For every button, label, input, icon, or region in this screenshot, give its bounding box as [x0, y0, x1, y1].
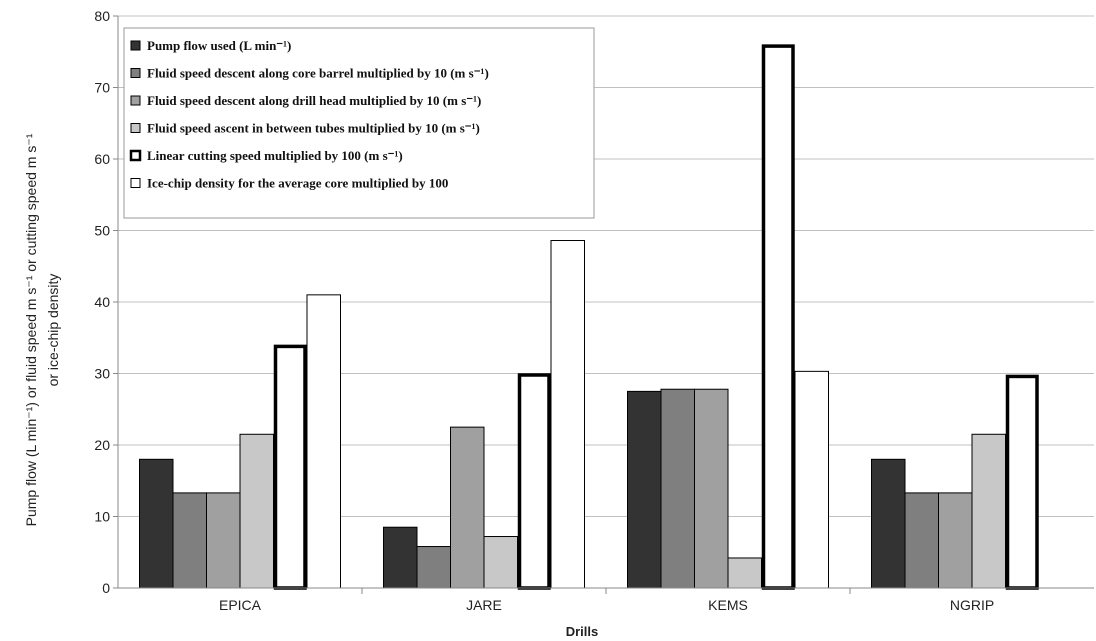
- bar: [550, 240, 585, 589]
- bar: [904, 492, 939, 589]
- bar: [383, 526, 418, 589]
- bar: [416, 546, 451, 589]
- y-tick-label: 40: [94, 294, 110, 310]
- legend-swatch: [130, 40, 141, 51]
- bar: [517, 373, 551, 590]
- legend-label: Ice-chip density for the average core mu…: [147, 176, 448, 191]
- legend-label: Pump flow used (L min⁻¹): [147, 38, 291, 53]
- bar: [971, 433, 1006, 589]
- bar: [450, 426, 485, 589]
- legend-swatch: [129, 149, 142, 162]
- legend-swatch: [130, 123, 141, 133]
- bar: [727, 557, 762, 589]
- bar: [206, 492, 241, 589]
- x-category-labels: EPICA JARE KEMS NGRIP: [219, 588, 994, 613]
- y-tick-labels: 0 10 20 30 40 50 60 70 80: [94, 8, 118, 596]
- y-tick-label: 80: [94, 8, 110, 24]
- x-category-label: EPICA: [219, 597, 262, 613]
- legend-swatch: [130, 95, 141, 106]
- bar: [660, 388, 695, 589]
- bar: [172, 492, 207, 589]
- bar: [627, 390, 662, 589]
- bar: [139, 458, 174, 589]
- bar: [694, 388, 729, 589]
- legend: Pump flow used (L min⁻¹) Fluid speed desc…: [123, 27, 595, 219]
- x-axis-title: Drills: [566, 624, 599, 639]
- legend-label: Fluid speed ascent in between tubes mult…: [147, 121, 480, 136]
- y-tick-label: 0: [102, 580, 110, 596]
- y-tick-label: 30: [94, 366, 110, 382]
- bar: [1005, 374, 1039, 590]
- bar: [273, 344, 307, 590]
- legend-swatch: [130, 178, 141, 188]
- x-category-label: KEMS: [708, 597, 748, 613]
- bar: [239, 433, 274, 589]
- y-axis-title-line2: or ice-chip density: [45, 274, 61, 387]
- bar: [871, 458, 906, 589]
- legend-label: Fluid speed descent along drill head mul…: [147, 93, 481, 108]
- bar: [938, 492, 973, 589]
- y-tick-label: 20: [94, 437, 110, 453]
- y-axis-title: Pump flow (L min⁻¹) or fluid speed m s⁻¹…: [23, 133, 61, 526]
- bars: [139, 44, 1039, 590]
- bar: [761, 44, 795, 590]
- y-tick-label: 50: [94, 223, 110, 239]
- x-category-label: JARE: [466, 597, 502, 613]
- y-axis-title-line1: Pump flow (L min⁻¹) or fluid speed m s⁻¹…: [23, 133, 39, 526]
- bar: [794, 370, 829, 589]
- legend-label: Linear cutting speed multiplied by 100 (…: [147, 148, 403, 163]
- y-tick-label: 70: [94, 80, 110, 96]
- y-tick-label: 10: [94, 509, 110, 525]
- x-category-label: NGRIP: [950, 597, 994, 613]
- legend-swatch: [130, 68, 141, 78]
- bar: [306, 294, 341, 589]
- bar: [483, 536, 518, 589]
- y-tick-label: 60: [94, 151, 110, 167]
- legend-box: [123, 27, 595, 219]
- legend-label: Fluid speed descent along core barrel mu…: [147, 66, 489, 81]
